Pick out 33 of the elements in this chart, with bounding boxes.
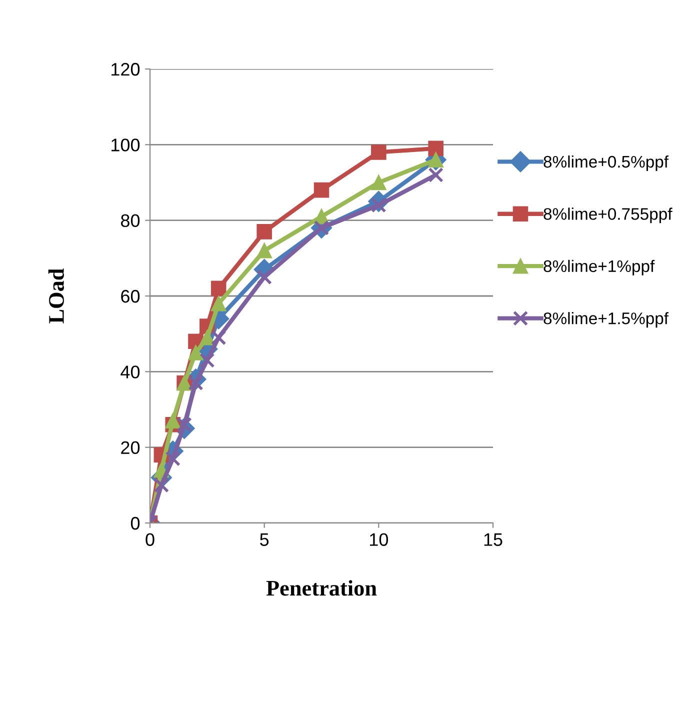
y-tick-label: 60 [121, 290, 140, 303]
y-tick-label: 120 [112, 62, 140, 76]
y-tick-label: 40 [120, 366, 140, 378]
y-tick-label: 20 [121, 441, 140, 454]
point [154, 478, 170, 493]
legend-label: 8%lime+0.5%ppf [544, 155, 669, 171]
y-tick-label: 80 [120, 214, 140, 228]
y-tick-label: 100 [112, 138, 140, 152]
point [210, 280, 226, 296]
legend-label: 8%lime+1.5%ppf [544, 312, 669, 328]
point [165, 413, 181, 428]
x-tick-label: 10 [370, 533, 388, 546]
point [165, 451, 181, 466]
x-tick-label: 0 [146, 533, 154, 546]
point [188, 345, 204, 360]
point [428, 167, 444, 183]
legend-label: 8%lime+1%ppf [544, 260, 655, 276]
x-tick-label: 15 [484, 533, 502, 546]
point [256, 242, 272, 258]
y-tick-label: 0 [130, 516, 140, 530]
x-axis-title: Penetration [266, 580, 377, 596]
point [371, 144, 386, 160]
point [200, 352, 215, 368]
point [428, 140, 444, 156]
point [210, 296, 226, 312]
x-tick-label: 5 [260, 533, 269, 546]
point [210, 330, 226, 346]
legend-label: 8%lime+0.755ppf [544, 208, 672, 224]
y-axis-title: LOad [48, 268, 64, 324]
point [256, 224, 272, 240]
point [200, 330, 215, 346]
point [371, 174, 386, 190]
point [314, 182, 330, 198]
